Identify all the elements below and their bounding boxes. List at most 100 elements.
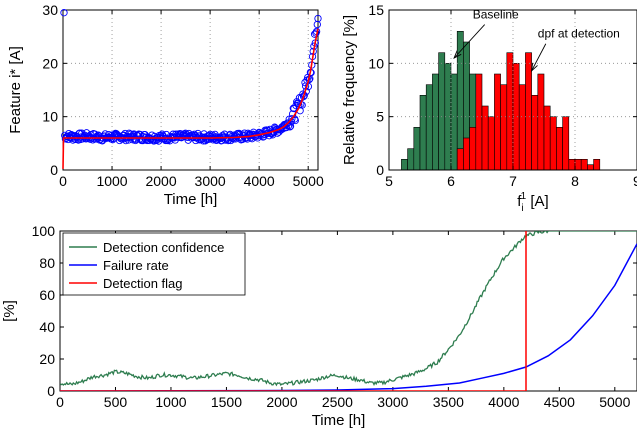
legend: Detection confidence Failure rate Detectio… xyxy=(62,232,246,296)
x-tick-label: 3000 xyxy=(377,394,408,410)
histogram-bar xyxy=(487,116,495,171)
feature-marker xyxy=(286,123,294,131)
y-tick-label: 0 xyxy=(50,162,58,178)
x-tick-label: 0 xyxy=(56,394,64,410)
histogram-bar xyxy=(562,116,570,171)
panel-detection: 0 500 1000 1500 2000 2500 3000 3500 4000 4500 5000… xyxy=(1,223,637,429)
x-axis-label: Time [h] xyxy=(312,412,366,429)
y-axis-label: Relative frequency [%] xyxy=(341,15,358,165)
feature-marker xyxy=(314,14,322,23)
histogram-bar xyxy=(549,116,557,171)
panel-feature-vs-time: 0 1000 2000 3000 4000 5000 0 10 20 30 Time [h] Feat… xyxy=(7,2,324,208)
histogram-bar xyxy=(556,127,563,171)
x-tick-label: 1500 xyxy=(211,394,242,410)
legend-label: Failure rate xyxy=(103,258,169,273)
histogram-bar xyxy=(413,127,421,171)
legend-label: Detection flag xyxy=(103,276,183,291)
y-tick-label: 60 xyxy=(39,287,55,303)
y-tick-label: 100 xyxy=(32,223,56,239)
feature-marker xyxy=(268,129,276,138)
histogram-bar xyxy=(568,159,576,171)
x-axis-label: Time [h] xyxy=(164,191,218,208)
y-tick-label: 30 xyxy=(42,2,58,18)
feature-marker xyxy=(60,9,68,17)
y-axis-label: Feature i* [A] xyxy=(7,46,24,134)
x-tick-label: 4000 xyxy=(488,394,519,410)
annotation-arrow-head xyxy=(530,62,538,72)
annotation-arrow-line xyxy=(531,43,547,72)
histogram-bar xyxy=(494,73,501,171)
histogram-bar xyxy=(518,84,526,171)
feature-markers xyxy=(60,9,322,145)
annotation-label: Baseline xyxy=(473,8,519,22)
x-tick-label: 3000 xyxy=(195,173,226,189)
y-tick-label: 80 xyxy=(39,255,55,271)
histogram-bar xyxy=(438,52,446,171)
histogram-bar xyxy=(537,73,545,171)
x-tick-label: 9 xyxy=(633,173,637,189)
histogram-bar xyxy=(580,159,588,171)
histogram-bar xyxy=(574,159,582,171)
y-tick-label: 20 xyxy=(39,351,55,367)
series-detection-flag xyxy=(60,231,527,391)
feature-marker xyxy=(313,20,321,29)
histogram-bar xyxy=(506,52,514,171)
plot-frame xyxy=(62,9,319,171)
x-tick-label: 500 xyxy=(104,394,128,410)
histogram-series-baseline xyxy=(401,30,489,171)
histogram-bar xyxy=(593,159,601,171)
y-tick-label: 5 xyxy=(376,109,384,125)
histogram-bar xyxy=(401,159,408,171)
histogram-bar xyxy=(432,73,439,171)
x-tick-label: 5000 xyxy=(599,394,630,410)
histogram-bar xyxy=(531,95,539,171)
histogram-bar xyxy=(450,73,458,171)
annotation-arrow-head xyxy=(453,50,462,59)
x-tick-label: 7 xyxy=(509,173,517,189)
y-tick-label: 0 xyxy=(376,162,384,178)
y-tick-label: 10 xyxy=(42,109,58,125)
histogram-bar xyxy=(425,84,433,171)
histogram-bar xyxy=(419,95,427,171)
histogram-bar xyxy=(456,148,464,171)
y-tick-label: 0 xyxy=(47,383,55,399)
histogram-bar xyxy=(463,137,470,171)
x-tick-label: 1000 xyxy=(96,173,127,189)
histogram-bar xyxy=(407,148,415,171)
legend-label: Detection confidence xyxy=(103,240,224,255)
x-tick-label: 2000 xyxy=(266,394,297,410)
feature-trend-line xyxy=(62,28,319,169)
x-tick-label: 6 xyxy=(447,173,455,189)
detection-lines xyxy=(60,231,637,391)
x-tick-label: 3500 xyxy=(433,394,464,410)
y-tick-label: 20 xyxy=(42,55,58,71)
histogram-bar xyxy=(543,105,551,171)
annotation-label: dpf at detection xyxy=(538,27,620,41)
x-tick-label: 4000 xyxy=(244,173,275,189)
legend-box xyxy=(62,232,246,296)
histogram-bar xyxy=(587,164,594,171)
x-tick-label: 5 xyxy=(385,173,393,189)
x-tick-label: 8 xyxy=(571,173,579,189)
y-tick-label: 15 xyxy=(368,2,384,18)
histogram-bar xyxy=(469,127,477,171)
y-axis-label: [%] xyxy=(1,300,18,322)
x-tick-label: 1000 xyxy=(155,394,186,410)
histogram-bar xyxy=(525,52,532,171)
x-tick-label: 5000 xyxy=(293,173,324,189)
histogram-bar xyxy=(475,73,483,171)
y-tick-label: 40 xyxy=(39,319,55,335)
x-tick-label: 4500 xyxy=(544,394,575,410)
feature-marker xyxy=(291,116,299,125)
series-detection-confidence xyxy=(60,231,637,387)
x-axis-label: fi1 [A] xyxy=(517,191,548,214)
histogram-bar xyxy=(500,84,508,171)
y-tick-label: 10 xyxy=(368,55,384,71)
x-tick-label: 2500 xyxy=(322,394,353,410)
x-tick-label: 0 xyxy=(59,173,67,189)
annotation-arrow-line xyxy=(453,24,486,59)
x-tick-label: 2000 xyxy=(145,173,176,189)
feature-marker xyxy=(288,115,296,123)
feature-marker xyxy=(286,122,295,130)
